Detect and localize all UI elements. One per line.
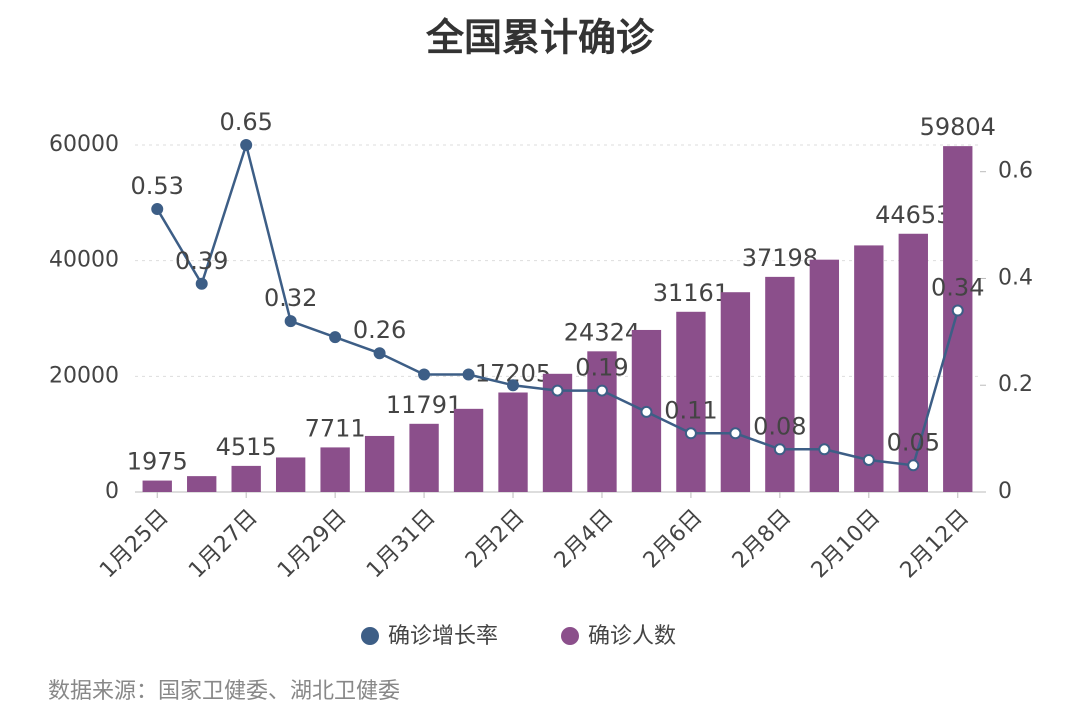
source-note: 数据来源：国家卫健委、湖北卫健委 — [48, 679, 400, 704]
bar-value-label: 31161 — [653, 279, 729, 307]
line-point — [551, 384, 564, 397]
chart-title: 全国累计确诊 — [425, 16, 655, 60]
line-value-label: 0.39 — [175, 247, 228, 275]
line-value-label: 0.26 — [353, 316, 406, 344]
line-point — [418, 368, 431, 381]
line-value-label: 0.53 — [131, 172, 184, 200]
legend-marker — [361, 627, 379, 645]
bar-value-label: 59804 — [920, 113, 996, 141]
bar — [765, 276, 795, 492]
line-point — [329, 331, 342, 344]
bar — [275, 457, 306, 492]
bar — [676, 311, 706, 492]
bar-value-label: 24324 — [564, 318, 640, 346]
bar — [320, 447, 350, 492]
bar — [498, 392, 528, 492]
legend-label: 确诊人数 — [588, 624, 676, 649]
line-point — [862, 453, 875, 466]
line-value-label: 0.65 — [219, 108, 272, 136]
x-tick-label: 2月10日 — [807, 505, 885, 583]
bar — [898, 233, 928, 492]
y-tick-label: 20000 — [49, 363, 119, 388]
y-tick-label: 60000 — [49, 132, 119, 157]
bar — [854, 245, 884, 492]
bar-value-label: 1975 — [127, 448, 188, 476]
bar — [409, 423, 439, 492]
bar-value-label: 4515 — [216, 433, 277, 461]
y2-tick-label: 0 — [998, 479, 1012, 504]
line-value-label: 0.32 — [264, 284, 317, 312]
y2-tick-label: 0.4 — [998, 265, 1033, 290]
x-tick-label: 2月12日 — [896, 505, 974, 583]
bar — [187, 476, 217, 492]
line-point — [507, 379, 520, 392]
line-point — [595, 384, 608, 397]
bar — [587, 351, 617, 492]
line-point — [462, 368, 475, 381]
line-point — [951, 304, 964, 317]
line-value-label: 0.05 — [887, 428, 940, 456]
bar — [943, 146, 973, 492]
line-value-label: 0.19 — [575, 354, 628, 382]
bar — [720, 292, 751, 492]
line-point — [195, 277, 208, 290]
line-point — [151, 203, 164, 216]
bar — [142, 480, 172, 492]
line-point — [729, 427, 742, 440]
legend-label: 确诊增长率 — [388, 624, 498, 649]
y-tick-label: 40000 — [49, 248, 119, 273]
line-point — [818, 443, 831, 456]
line-point — [640, 405, 653, 418]
x-tick-label: 2月4日 — [550, 505, 619, 574]
x-tick-label: 2月2日 — [461, 505, 530, 574]
x-tick-label: 1月31日 — [362, 505, 440, 583]
bar — [453, 408, 484, 492]
line-point — [240, 139, 253, 151]
x-tick-label: 2月8日 — [728, 505, 797, 574]
line-point — [284, 315, 297, 328]
bar — [809, 259, 840, 492]
line-value-label: 0.08 — [753, 412, 806, 440]
line-point — [684, 427, 697, 440]
bar-value-label: 7711 — [305, 414, 366, 442]
x-tick-label: 2月6日 — [639, 505, 708, 574]
line-point — [373, 347, 386, 360]
legend-marker — [561, 627, 579, 645]
x-tick-label: 1月27日 — [184, 505, 262, 583]
bar-value-label: 44653 — [875, 201, 951, 229]
x-tick-label: 1月25日 — [95, 505, 173, 583]
y2-tick-label: 0.2 — [998, 372, 1033, 397]
line-point — [773, 443, 786, 456]
bar — [364, 435, 395, 492]
y2-tick-label: 0.6 — [998, 159, 1033, 184]
line-point — [907, 459, 920, 472]
bar-value-label: 37198 — [742, 244, 818, 272]
bar-value-label: 11791 — [386, 391, 462, 419]
x-tick-label: 1月29日 — [273, 505, 351, 583]
line-value-label: 0.11 — [664, 396, 717, 424]
bar — [231, 465, 261, 492]
line-value-label: 0.34 — [931, 273, 984, 301]
y-tick-label: 0 — [105, 479, 119, 504]
